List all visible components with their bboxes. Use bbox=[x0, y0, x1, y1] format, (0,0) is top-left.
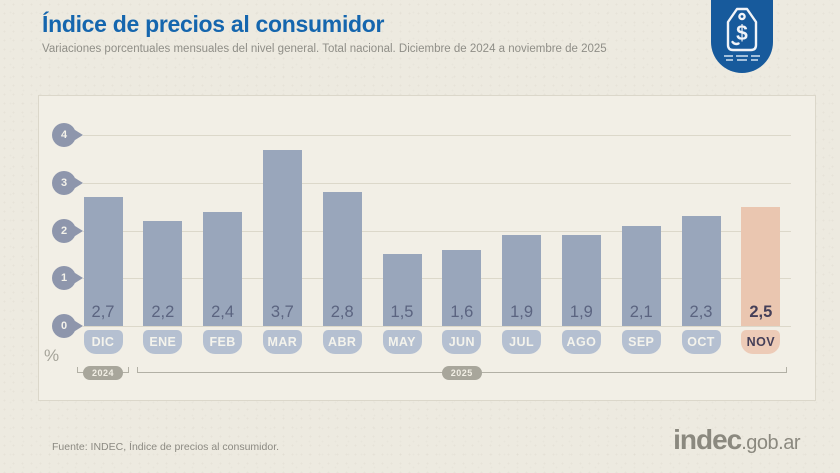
bar-ago: 1,9 bbox=[561, 235, 601, 326]
bar-value-label: 1,9 bbox=[569, 302, 593, 321]
bar-value-label: 2,8 bbox=[330, 302, 354, 321]
month-label-jun: JUN bbox=[442, 330, 482, 354]
month-label-jul: JUL bbox=[502, 330, 542, 354]
y-axis-tick: 0 bbox=[52, 314, 83, 338]
percent-axis-label: % bbox=[44, 346, 60, 365]
bar-feb: 2,4 bbox=[203, 211, 243, 326]
indec-logo: indec .gob.ar bbox=[673, 424, 800, 456]
bar-value-label: 2,4 bbox=[211, 302, 235, 321]
bar-jul: 1,9 bbox=[502, 235, 542, 326]
gridline bbox=[83, 278, 791, 280]
price-tag-badge: $ bbox=[711, 0, 773, 73]
bar-sep: 2,1 bbox=[621, 225, 661, 326]
month-label-ene: ENE bbox=[143, 330, 183, 354]
month-label-sep: SEP bbox=[621, 330, 661, 354]
gridline bbox=[83, 182, 791, 184]
year-label-2024: 2024 bbox=[83, 366, 123, 380]
dollar-symbol: $ bbox=[736, 22, 748, 45]
month-label-dic: DIC bbox=[83, 330, 123, 354]
y-axis-tick: 2 bbox=[52, 218, 83, 243]
bar-jun: 1,6 bbox=[442, 249, 482, 326]
month-label-mar: MAR bbox=[262, 330, 302, 354]
bar-nov: 2,5 bbox=[741, 206, 781, 326]
month-label-abr: ABR bbox=[322, 330, 362, 354]
y-axis-tick: 1 bbox=[52, 266, 83, 291]
page-subtitle: Variaciones porcentuales mensuales del n… bbox=[42, 43, 607, 55]
bar-value-label: 2,7 bbox=[91, 302, 115, 321]
year-label-2025: 2025 bbox=[441, 366, 482, 380]
gridline bbox=[83, 135, 791, 137]
month-label-feb: FEB bbox=[203, 330, 243, 354]
bar-mar: 3,7 bbox=[262, 149, 302, 326]
indec-logo-main: indec bbox=[673, 424, 742, 455]
gridline bbox=[83, 326, 791, 327]
bar-value-label: 2,5 bbox=[749, 303, 773, 321]
bar-value-label: 3,7 bbox=[270, 302, 294, 321]
source-note: Fuente: INDEC, Índice de precios al cons… bbox=[52, 441, 280, 453]
bar-ene: 2,2 bbox=[143, 221, 183, 326]
page-title: Índice de precios al consumidor bbox=[42, 11, 385, 37]
month-label-oct: OCT bbox=[681, 330, 721, 354]
bar-value-label: 1,5 bbox=[390, 302, 414, 321]
gridline bbox=[83, 230, 791, 232]
month-label-ago: AGO bbox=[561, 330, 601, 354]
indec-logo-suffix: .gob.ar bbox=[741, 432, 800, 454]
bar-dic: 2,7 bbox=[83, 197, 123, 326]
month-label-may: MAY bbox=[382, 330, 422, 354]
y-axis-tick: 3 bbox=[52, 170, 83, 195]
bar-value-label: 2,1 bbox=[629, 302, 653, 321]
price-tag-dollar-icon: $ bbox=[724, 7, 760, 61]
bar-oct: 2,3 bbox=[681, 216, 721, 326]
bar-value-label: 1,6 bbox=[450, 302, 474, 321]
bar-value-label: 1,9 bbox=[510, 302, 534, 321]
bar-value-label: 2,2 bbox=[151, 302, 175, 321]
bar-abr: 2,8 bbox=[322, 192, 362, 326]
bar-may: 1,5 bbox=[382, 254, 422, 326]
y-axis-tick: 4 bbox=[52, 123, 83, 148]
bar-value-label: 2,3 bbox=[689, 302, 713, 321]
month-label-nov: NOV bbox=[741, 330, 781, 354]
chart-panel: % 4 3 2 1 0 2,7 DIC 2,2 ENE 2,4 FEB 3,7 MAR 2,8 ABR 1,5… bbox=[38, 95, 816, 401]
